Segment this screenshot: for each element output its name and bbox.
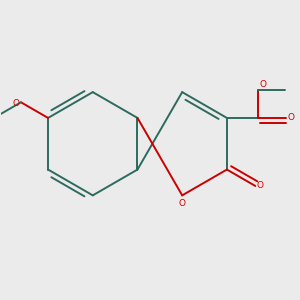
Text: O: O	[12, 99, 20, 108]
Text: O: O	[288, 113, 295, 122]
Text: O: O	[260, 80, 267, 89]
Text: O: O	[257, 182, 264, 190]
Text: O: O	[179, 199, 186, 208]
